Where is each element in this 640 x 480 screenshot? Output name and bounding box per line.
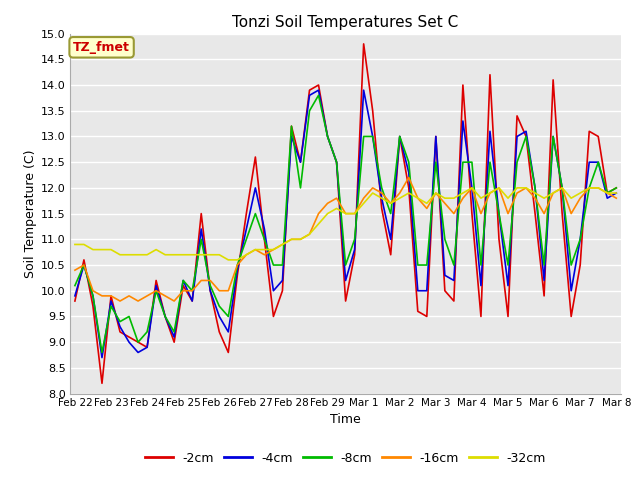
-16cm [207, 277, 214, 283]
Line: -4cm: -4cm [75, 90, 616, 358]
-8cm [378, 185, 385, 191]
-8cm [315, 93, 323, 98]
-32cm [269, 247, 277, 252]
Line: -2cm: -2cm [75, 44, 616, 384]
-16cm [269, 247, 277, 252]
-2cm [360, 41, 367, 47]
-4cm [207, 288, 214, 294]
-16cm [71, 267, 79, 273]
-8cm [269, 262, 277, 268]
-2cm [207, 288, 214, 294]
Y-axis label: Soil Temperature (C): Soil Temperature (C) [24, 149, 36, 278]
Line: -16cm: -16cm [75, 178, 616, 301]
-4cm [378, 195, 385, 201]
-2cm [558, 211, 566, 216]
-2cm [71, 298, 79, 304]
Legend: -2cm, -4cm, -8cm, -16cm, -32cm: -2cm, -4cm, -8cm, -16cm, -32cm [140, 447, 551, 469]
-16cm [369, 185, 376, 191]
-4cm [558, 185, 566, 191]
-4cm [188, 298, 196, 304]
-32cm [197, 252, 205, 258]
-4cm [98, 355, 106, 360]
-2cm [378, 205, 385, 211]
-16cm [188, 288, 196, 294]
-2cm [269, 313, 277, 319]
-2cm [612, 185, 620, 191]
-8cm [558, 185, 566, 191]
-32cm [71, 241, 79, 247]
-32cm [558, 185, 566, 191]
-4cm [269, 288, 277, 294]
-2cm [414, 309, 422, 314]
Text: TZ_fmet: TZ_fmet [73, 41, 130, 54]
-8cm [71, 283, 79, 288]
-32cm [225, 257, 232, 263]
-2cm [98, 381, 106, 386]
-32cm [369, 190, 376, 196]
Title: Tonzi Soil Temperatures Set C: Tonzi Soil Temperatures Set C [232, 15, 459, 30]
X-axis label: Time: Time [330, 413, 361, 426]
-2cm [188, 298, 196, 304]
-16cm [405, 175, 413, 180]
-4cm [414, 288, 422, 294]
-8cm [414, 262, 422, 268]
-32cm [405, 190, 413, 196]
-8cm [612, 185, 620, 191]
-8cm [98, 349, 106, 355]
-16cm [414, 195, 422, 201]
-8cm [188, 288, 196, 294]
-32cm [612, 190, 620, 196]
-32cm [179, 252, 187, 258]
-16cm [116, 298, 124, 304]
Line: -32cm: -32cm [75, 188, 616, 260]
-4cm [612, 190, 620, 196]
Line: -8cm: -8cm [75, 96, 616, 352]
-4cm [315, 87, 323, 93]
-4cm [71, 293, 79, 299]
-16cm [558, 185, 566, 191]
-32cm [468, 185, 476, 191]
-16cm [612, 195, 620, 201]
-8cm [207, 283, 214, 288]
